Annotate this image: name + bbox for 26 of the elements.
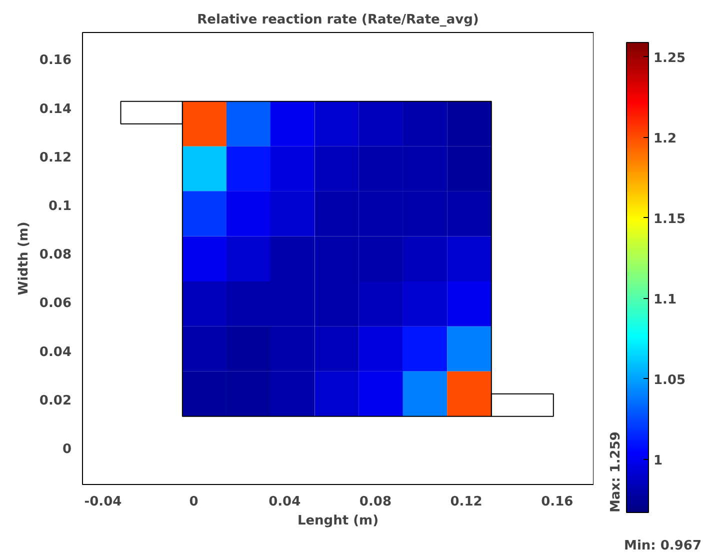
y-tick-label: 0.04 <box>39 344 72 360</box>
x-tick-label: 0.12 <box>450 494 482 510</box>
y-tick-label: 0.14 <box>39 102 72 117</box>
x-tick-label: 0.04 <box>268 494 301 510</box>
x-tick-label: -0.04 <box>84 494 122 510</box>
y-tick-label: 0.16 <box>39 53 72 68</box>
color-bar-label: 1.25 <box>654 50 686 66</box>
x-axis-title: Lenght (m) <box>297 514 379 528</box>
color-bar-label: 1.1 <box>654 292 677 308</box>
y-tick-label: 0.08 <box>39 248 72 263</box>
y-tick-label: 0.12 <box>39 150 72 166</box>
color-bar-label: 1.15 <box>654 212 686 227</box>
y-tick-label: 0.06 <box>39 296 72 312</box>
text: Max: 1.259 <box>608 432 624 512</box>
chart-title: Relative reaction rate (Rate/Rate_avg) <box>197 12 479 28</box>
text: Min: 0.967 <box>624 538 702 554</box>
color-bar-label: 1.05 <box>654 372 686 388</box>
x-tick-label: 0 <box>189 494 198 510</box>
color-bar-label: 1.2 <box>654 131 677 146</box>
x-tick-label: 0.16 <box>541 494 574 510</box>
y-tick-label: 0.02 <box>39 393 72 408</box>
y-tick-label: 0 <box>62 442 72 458</box>
y-axis-title: Width (m) <box>16 222 32 296</box>
x-tick-label: 0.08 <box>359 494 392 510</box>
y-tick-label: 0.1 <box>48 199 72 214</box>
color-bar-label: 1 <box>654 453 663 468</box>
